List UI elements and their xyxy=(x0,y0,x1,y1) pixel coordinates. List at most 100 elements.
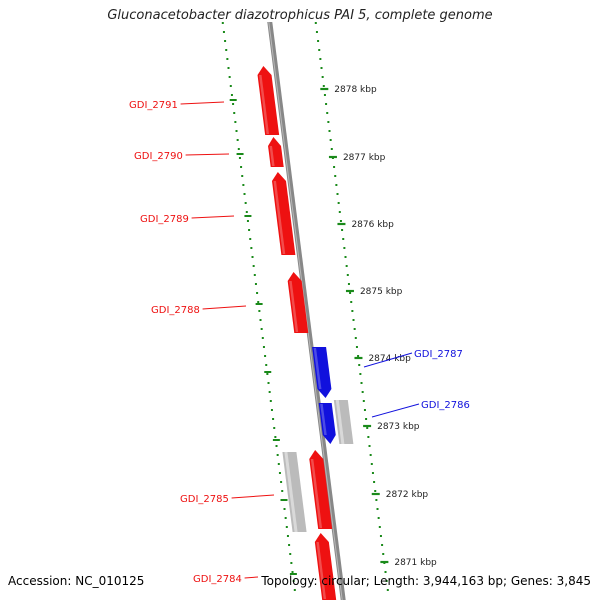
outer-track-dot xyxy=(323,94,326,96)
inner-track-dot xyxy=(246,220,249,222)
outer-track-dot xyxy=(353,328,356,330)
gene-arrow[interactable] xyxy=(309,450,333,529)
outer-track-dot xyxy=(333,166,336,168)
inner-track-dot xyxy=(252,265,255,267)
inner-track-dot xyxy=(264,355,267,357)
inner-track-dot xyxy=(265,364,268,366)
gene-label-leader xyxy=(202,305,247,310)
gene-label[interactable]: GDI_2789 xyxy=(140,214,189,225)
inner-track-dot xyxy=(224,40,227,42)
gene-arrow[interactable] xyxy=(312,347,332,398)
outer-track-dot xyxy=(370,463,373,465)
gene-arrow[interactable] xyxy=(257,66,280,135)
inner-track-dot xyxy=(259,319,262,321)
inner-track-dot xyxy=(249,238,252,240)
outer-track-dot xyxy=(371,472,374,474)
accession-text: Accession: NC_010125 xyxy=(8,574,145,588)
outer-track-dot xyxy=(347,283,350,285)
inner-track-dot xyxy=(233,112,236,114)
inner-track-dot xyxy=(278,472,281,474)
gene-arrow[interactable] xyxy=(271,172,296,255)
outer-track-dot xyxy=(385,580,388,582)
gene-label[interactable]: GDI_2784 xyxy=(193,574,242,585)
inner-track-dot xyxy=(272,418,275,420)
inner-track-dot xyxy=(275,445,278,447)
other-feature-block[interactable] xyxy=(282,452,307,532)
inner-track-dot xyxy=(228,76,231,78)
inner-track-dot xyxy=(225,49,228,51)
inner-track-dot xyxy=(241,175,244,177)
outer-track-dot xyxy=(327,121,330,123)
inner-track-dot xyxy=(229,85,232,87)
outer-track-dot xyxy=(369,454,372,456)
inner-track-dot xyxy=(244,202,247,204)
inner-track-dot xyxy=(245,211,248,213)
inner-track-dot xyxy=(237,148,240,150)
outer-track-dot xyxy=(355,346,358,348)
inner-track-dot xyxy=(270,409,273,411)
outer-track-dot xyxy=(378,526,381,528)
gene-label[interactable]: GDI_2790 xyxy=(134,151,183,162)
inner-track-dot xyxy=(251,256,254,258)
outer-track-dot xyxy=(365,418,368,420)
gene-label[interactable]: GDI_2791 xyxy=(129,100,178,111)
outer-track-dot xyxy=(336,193,339,195)
outer-track-dot xyxy=(321,76,324,78)
inner-track-dot xyxy=(242,184,245,186)
outer-track-dot xyxy=(319,58,322,60)
inner-track-dot xyxy=(269,400,272,402)
gene-label[interactable]: GDI_2785 xyxy=(180,494,229,505)
inner-track-dot xyxy=(273,427,276,429)
outer-track-dot xyxy=(366,427,369,429)
outer-track-dot xyxy=(375,499,378,501)
inner-track-dot xyxy=(238,157,241,159)
outer-track-dot xyxy=(314,22,317,24)
outer-track-dot xyxy=(337,202,340,204)
inner-track-dot xyxy=(286,535,289,537)
inner-track-dot xyxy=(260,328,263,330)
outer-track-dot xyxy=(325,103,328,105)
inner-track-dot xyxy=(243,193,246,195)
gene-label-leader xyxy=(244,576,259,579)
gene-label-leader xyxy=(180,101,225,105)
inner-track-dot xyxy=(261,337,264,339)
gene-label-leader xyxy=(191,215,235,219)
outer-track-dot xyxy=(329,139,332,141)
inner-track-dot xyxy=(232,103,235,105)
outer-track-dot xyxy=(326,112,329,114)
inner-track-dot xyxy=(292,580,295,582)
gene-label[interactable]: GDI_2788 xyxy=(151,305,200,316)
outer-track-dot xyxy=(328,130,331,132)
outer-track-dot xyxy=(359,373,362,375)
outer-track-dot xyxy=(335,184,338,186)
outer-track-dot xyxy=(338,211,341,213)
outer-track-dot xyxy=(351,310,354,312)
outer-track-dot xyxy=(361,391,364,393)
outer-track-dot xyxy=(363,409,366,411)
gene-arrow[interactable] xyxy=(318,403,336,444)
outer-track-dot xyxy=(315,31,318,33)
inner-track-dot xyxy=(266,373,269,375)
inner-track-dot xyxy=(281,490,284,492)
inner-track-dot xyxy=(226,58,229,60)
kbp-tick-label: 2871 kbp xyxy=(394,558,437,568)
gene-label[interactable]: GDI_2786 xyxy=(421,400,470,411)
gene-arrow[interactable] xyxy=(314,533,337,600)
inner-track-dot xyxy=(268,391,271,393)
gene-arrow[interactable] xyxy=(268,137,284,167)
inner-track-dot xyxy=(290,562,293,564)
inner-track-dot xyxy=(289,553,292,555)
outer-track-dot xyxy=(362,400,365,402)
gene-label[interactable]: GDI_2787 xyxy=(414,349,463,360)
outer-track-dot xyxy=(386,589,389,591)
inner-track-dot xyxy=(256,292,259,294)
outer-track-dot xyxy=(360,382,363,384)
other-feature-block[interactable] xyxy=(333,400,354,444)
outer-track-dot xyxy=(330,148,333,150)
inner-track-dot xyxy=(250,247,253,249)
outer-track-dot xyxy=(345,265,348,267)
inner-track-dot xyxy=(280,481,283,483)
gene-arrow[interactable] xyxy=(287,272,309,333)
inner-track-dot xyxy=(258,310,261,312)
